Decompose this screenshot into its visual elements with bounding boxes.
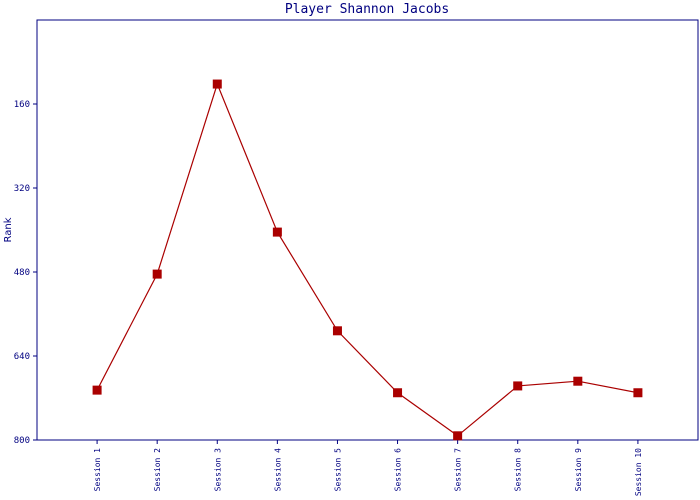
x-tick-label: Session 10 xyxy=(634,448,643,496)
y-tick-label: 480 xyxy=(14,268,30,278)
y-tick-label: 320 xyxy=(14,184,30,194)
x-tick-label: Session 9 xyxy=(574,448,583,492)
point-marker xyxy=(92,385,102,395)
x-tick-label: Session 4 xyxy=(273,448,282,492)
point-marker xyxy=(453,431,463,441)
point-marker xyxy=(212,79,222,89)
y-tick-label: 800 xyxy=(14,436,30,446)
x-tick-label: Session 1 xyxy=(93,448,102,492)
plot-frame xyxy=(36,19,699,441)
x-tick-label: Session 7 xyxy=(454,448,463,492)
x-tick-label: Session 8 xyxy=(514,448,523,492)
y-axis-label: Rank xyxy=(3,217,14,242)
x-tick-label: Session 5 xyxy=(333,448,342,492)
point-marker xyxy=(393,388,403,398)
point-marker xyxy=(573,376,583,386)
x-tick-label: Session 6 xyxy=(394,448,403,492)
point-marker xyxy=(633,388,643,398)
x-tick-label: Session 3 xyxy=(213,448,222,492)
series-line xyxy=(96,82,639,437)
point-marker xyxy=(272,227,282,237)
point-marker xyxy=(513,381,523,391)
point-marker xyxy=(332,326,342,336)
y-tick-label: 160 xyxy=(14,100,30,110)
chart-title: Player Shannon Jacobs xyxy=(285,2,449,17)
y-tick-label: 640 xyxy=(14,352,30,362)
x-tick-label: Session 2 xyxy=(153,448,162,492)
point-marker xyxy=(152,269,162,279)
